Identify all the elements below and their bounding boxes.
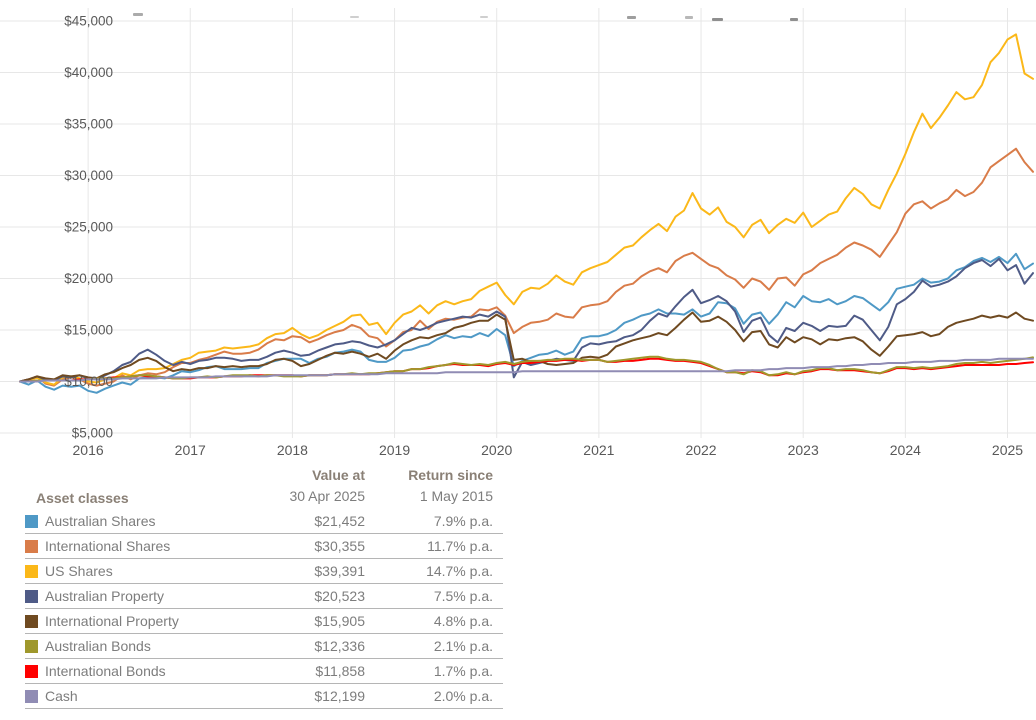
legend-row-australian-shares[interactable]: Australian Shares $21,452 7.9% p.a. [25, 509, 503, 533]
top-edge-dash [350, 16, 359, 18]
series-color-swatch [25, 539, 38, 553]
series-color-swatch [25, 514, 38, 528]
series-color-swatch [25, 689, 38, 703]
series-color-swatch [25, 564, 38, 578]
legend-row-cash[interactable]: Cash $12,199 2.0% p.a. [25, 683, 503, 708]
asset-value: $12,199 [314, 688, 365, 704]
asset-class-label: International Shares [45, 538, 171, 554]
x-axis-label: 2025 [992, 442, 1023, 458]
top-edge-dash [480, 16, 488, 18]
asset-class-label: Cash [45, 688, 78, 704]
asset-class-label: US Shares [45, 563, 113, 579]
asset-value: $12,336 [314, 638, 365, 654]
top-edge-dash [685, 16, 693, 19]
asset-return: 11.7% p.a. [427, 538, 493, 554]
x-axis-label: 2017 [175, 442, 206, 458]
growth-chart-area[interactable]: $45,000 $40,000 $35,000 $30,000 $25,000 $20,0… [0, 0, 1036, 462]
growth-of-10000-line-chart[interactable]: $45,000 $40,000 $35,000 $30,000 $25,000 $20,0… [0, 0, 1036, 462]
top-edge-dash [712, 18, 723, 21]
x-axis-label: 2021 [583, 442, 614, 458]
asset-class-label: International Property [45, 613, 179, 629]
asset-value: $30,355 [314, 538, 365, 554]
x-axis-label: 2019 [379, 442, 410, 458]
x-axis-label: 2016 [73, 442, 104, 458]
y-axis-label: $20,000 [64, 271, 113, 286]
y-axis-label: $5,000 [72, 426, 113, 441]
value-column-header: Value at 30 Apr 2025 [225, 466, 375, 509]
y-axis-label: $15,000 [64, 323, 113, 338]
y-axis-label: $10,000 [64, 374, 113, 389]
return-date-label: 1 May 2015 [419, 488, 493, 504]
legend-row-australian-bonds[interactable]: Australian Bonds $12,336 2.1% p.a. [25, 633, 503, 658]
x-axis-label: 2018 [277, 442, 308, 458]
x-axis-label: 2023 [788, 442, 819, 458]
asset-return: 7.9% p.a. [433, 513, 493, 529]
asset-return: 4.8% p.a. [433, 613, 493, 629]
series-line-cash[interactable] [19, 357, 1034, 383]
asset-class-label: Australian Shares [45, 513, 156, 529]
y-axis-label: $45,000 [64, 14, 113, 29]
asset-class-legend-table: Asset classes Value at 30 Apr 2025 Retur… [25, 466, 503, 709]
legend-table-header: Asset classes Value at 30 Apr 2025 Retur… [25, 466, 503, 509]
asset-return: 1.7% p.a. [433, 663, 493, 679]
legend-table-rows: Australian Shares $21,452 7.9% p.a. Interna… [25, 509, 503, 708]
x-axis-label: 2024 [890, 442, 921, 458]
asset-class-label: Australian Property [45, 588, 165, 604]
return-column-header: Return since 1 May 2015 [375, 466, 503, 509]
asset-return: 2.0% p.a. [433, 688, 493, 704]
x-axis-label: 2022 [685, 442, 716, 458]
asset-return: 2.1% p.a. [433, 638, 493, 654]
asset-value: $20,523 [314, 588, 365, 604]
value-date-label: 30 Apr 2025 [289, 488, 365, 504]
series-line-international-property[interactable] [19, 311, 1034, 383]
series-line-international-shares[interactable] [19, 147, 1034, 387]
legend-row-international-bonds[interactable]: International Bonds $11,858 1.7% p.a. [25, 658, 503, 683]
top-edge-dash [133, 13, 143, 16]
asset-class-label: Australian Bonds [45, 638, 151, 654]
asset-value: $11,858 [315, 663, 365, 679]
asset-classes-header: Asset classes [36, 490, 129, 506]
y-axis-label: $35,000 [64, 117, 113, 132]
y-axis-label: $25,000 [64, 220, 113, 235]
legend-row-international-shares[interactable]: International Shares $30,355 11.7% p.a. [25, 533, 503, 558]
legend-row-us-shares[interactable]: US Shares $39,391 14.7% p.a. [25, 558, 503, 583]
legend-row-international-property[interactable]: International Property $15,905 4.8% p.a. [25, 608, 503, 633]
top-edge-dash [627, 16, 636, 19]
legend-row-australian-property[interactable]: Australian Property $20,523 7.5% p.a. [25, 583, 503, 608]
asset-return: 14.7% p.a. [426, 563, 493, 579]
return-since-label: Return since [408, 467, 493, 483]
y-axis-label: $30,000 [64, 168, 113, 183]
x-axis-label: 2020 [481, 442, 512, 458]
series-color-swatch [25, 664, 38, 678]
value-at-label: Value at [312, 467, 365, 483]
asset-value: $39,391 [314, 563, 365, 579]
top-edge-dash [790, 18, 798, 21]
asset-value: $21,452 [314, 513, 365, 529]
series-color-swatch [25, 639, 38, 653]
y-axis-label: $40,000 [64, 65, 113, 80]
series-color-swatch [25, 614, 38, 628]
asset-value: $15,905 [314, 613, 365, 629]
asset-class-label: International Bonds [45, 663, 166, 679]
asset-return: 7.5% p.a. [433, 588, 493, 604]
series-color-swatch [25, 589, 38, 603]
series-line-us-shares[interactable] [19, 33, 1034, 386]
